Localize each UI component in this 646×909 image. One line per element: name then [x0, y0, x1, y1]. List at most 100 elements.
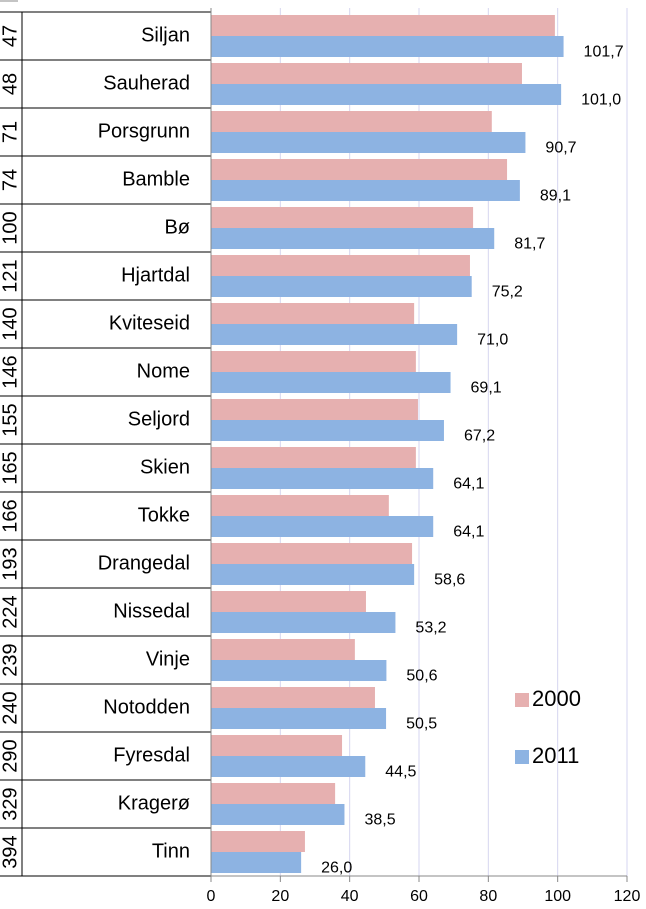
legend-label: 2000: [532, 686, 581, 711]
bar: [211, 324, 458, 345]
rank-label: 239: [0, 643, 21, 676]
bar: [211, 84, 562, 105]
rank-label: 290: [0, 739, 21, 772]
rank-label: 224: [0, 595, 21, 628]
category-label: Kragerø: [118, 792, 190, 814]
legend-swatch: [515, 750, 529, 764]
bar: [211, 735, 343, 756]
bar: [211, 36, 564, 57]
bar: [211, 804, 345, 825]
value-label: 89,1: [540, 188, 571, 205]
value-label: 75,2: [492, 284, 523, 301]
category-label: Siljan: [141, 24, 190, 46]
category-label: Vinje: [146, 648, 190, 670]
bar: [211, 543, 413, 564]
bar: [211, 207, 474, 228]
rank-label: 140: [0, 307, 21, 340]
value-label: 50,6: [406, 668, 437, 685]
legend-label: 2011: [532, 743, 579, 768]
legend-swatch: [515, 693, 529, 707]
bar: [211, 468, 434, 489]
bar: [211, 612, 396, 633]
category-label: Kviteseid: [109, 312, 190, 334]
value-label: 101,0: [581, 92, 621, 109]
rank-label: 193: [0, 547, 21, 580]
bar: [211, 111, 492, 132]
value-label: 71,0: [477, 332, 508, 349]
bar: [211, 228, 495, 249]
bar: [211, 591, 366, 612]
bar: [211, 495, 389, 516]
bar: [211, 420, 444, 441]
bar: [211, 516, 434, 537]
bar: [211, 660, 387, 681]
rank-label: 71: [0, 121, 21, 143]
value-label: 101,7: [584, 44, 624, 61]
bar: [211, 447, 416, 468]
value-label: 64,1: [453, 524, 484, 541]
x-tick-label: 40: [341, 888, 359, 905]
category-label: Hjartdal: [121, 264, 190, 286]
rank-label: 47: [0, 25, 21, 47]
rank-label: 74: [0, 169, 21, 191]
category-label: Drangedal: [98, 552, 190, 574]
bar: [211, 783, 336, 804]
bar: [211, 63, 522, 84]
bar: [211, 708, 387, 729]
value-label: 81,7: [514, 236, 545, 253]
value-label: 90,7: [545, 140, 576, 157]
bar: [211, 639, 355, 660]
category-label: Notodden: [103, 696, 190, 718]
rank-label: 146: [0, 355, 21, 388]
x-tick-label: 100: [544, 888, 571, 905]
category-label: Skien: [140, 456, 190, 478]
bar: [211, 372, 451, 393]
category-label: Seljord: [128, 408, 190, 430]
x-tick-label: 120: [614, 888, 641, 905]
bar: [211, 831, 305, 852]
value-label: 50,5: [406, 716, 437, 733]
rank-label: 121: [0, 259, 21, 292]
bar: [211, 564, 415, 585]
rank-label: 329: [0, 787, 21, 820]
category-label: Bø: [164, 216, 190, 238]
bar: [211, 303, 415, 324]
rank-label: 394: [0, 835, 21, 868]
value-label: 58,6: [434, 572, 465, 589]
rank-label: 100: [0, 211, 21, 244]
category-label: Sauherad: [103, 72, 190, 94]
category-label: Tinn: [152, 840, 190, 862]
category-label: Bamble: [122, 168, 190, 190]
value-label: 64,1: [453, 476, 484, 493]
value-label: 44,5: [385, 764, 416, 781]
rank-label: 166: [0, 499, 21, 532]
x-tick-label: 0: [207, 888, 216, 905]
rank-label: 48: [0, 73, 21, 95]
value-label: 69,1: [471, 380, 502, 397]
category-label: Nissedal: [113, 600, 190, 622]
value-label: 67,2: [464, 428, 495, 445]
x-tick-label: 20: [271, 888, 289, 905]
bar: [211, 852, 302, 873]
value-label: 53,2: [415, 620, 446, 637]
category-label: Fyresdal: [113, 744, 190, 766]
rank-label: 165: [0, 451, 21, 484]
bar: [211, 132, 526, 153]
bar: [211, 687, 375, 708]
x-tick-label: 60: [410, 888, 428, 905]
category-label: Porsgrunn: [98, 120, 190, 142]
bar: [211, 351, 416, 372]
value-label: 26,0: [321, 860, 352, 877]
bar: [211, 15, 555, 36]
bar: [211, 276, 472, 297]
bar: [211, 756, 366, 777]
category-label: Tokke: [138, 504, 190, 526]
bar: [211, 180, 520, 201]
x-tick-label: 80: [479, 888, 497, 905]
rank-label: 240: [0, 691, 21, 724]
rank-label: 155: [0, 403, 21, 436]
bar: [211, 255, 470, 276]
value-label: 38,5: [364, 812, 395, 829]
bar: [211, 399, 418, 420]
